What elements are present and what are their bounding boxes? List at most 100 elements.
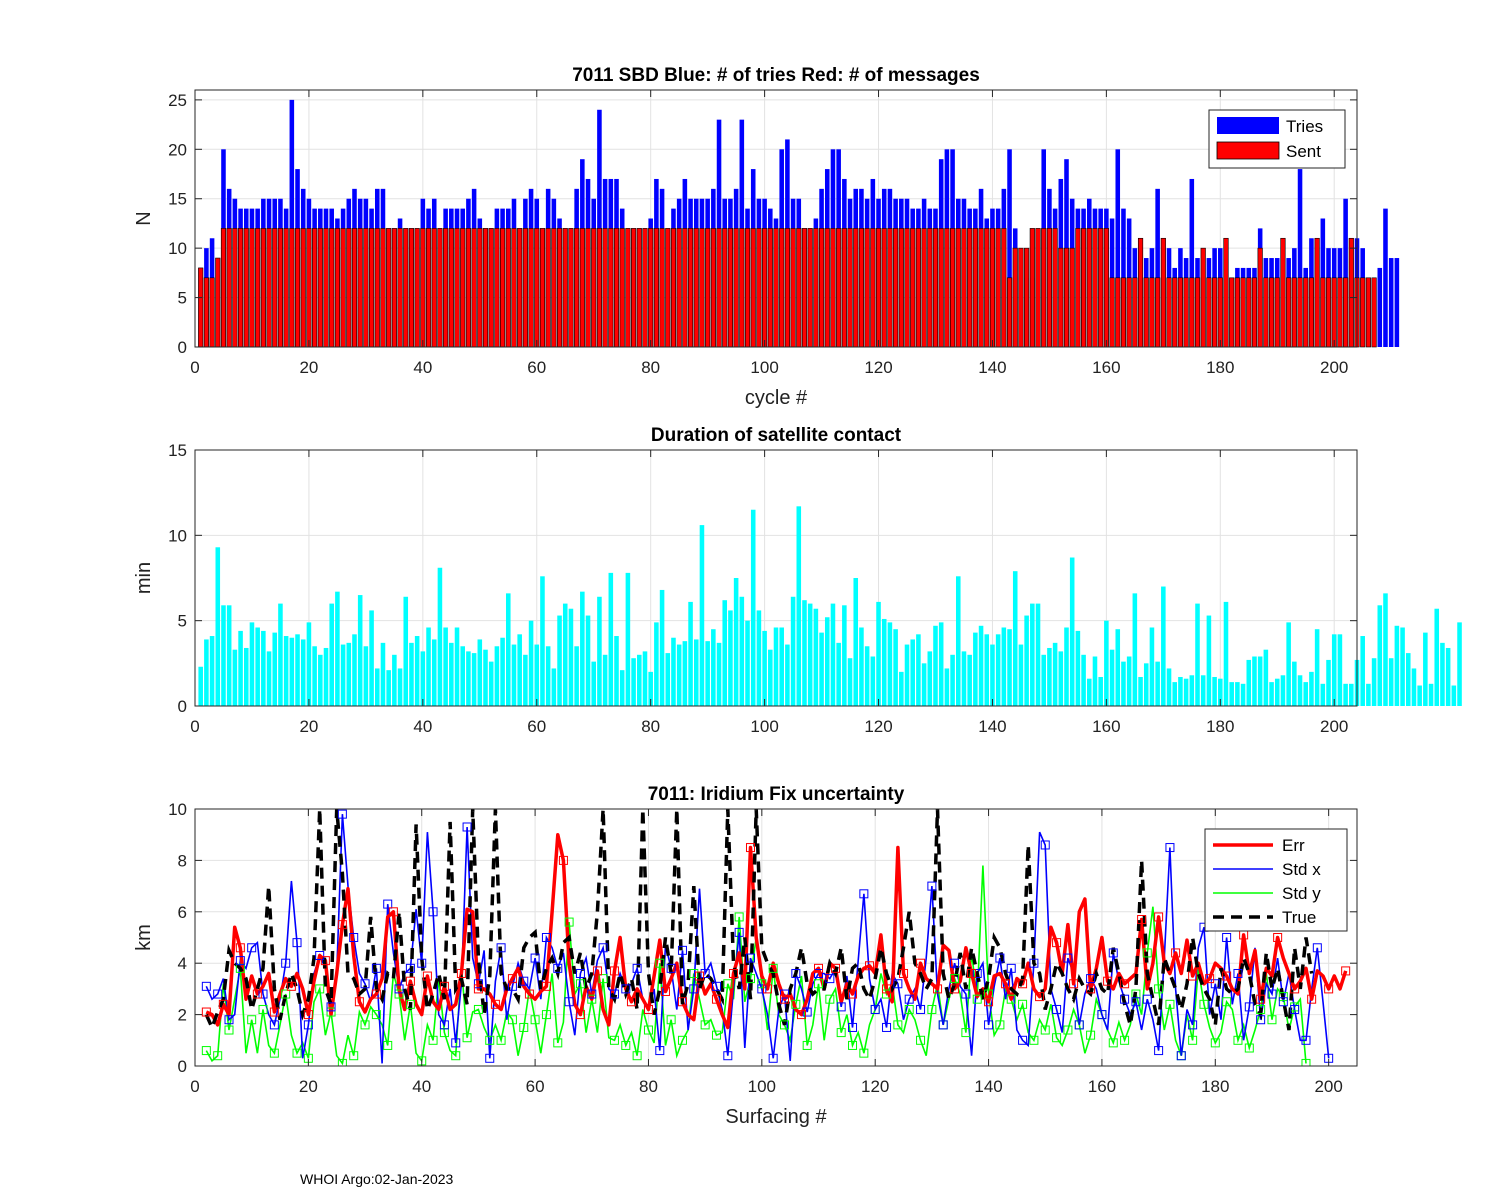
duration-bar (238, 630, 243, 706)
tries-bar (1007, 149, 1012, 347)
sent-bar (881, 228, 887, 348)
sent-bar (1337, 277, 1343, 348)
duration-bar (699, 525, 705, 706)
sent-bar (830, 228, 836, 348)
err-marker (1341, 966, 1351, 976)
sent-bar (374, 228, 380, 348)
sent-bar (511, 228, 517, 348)
duration-bar (289, 637, 295, 706)
sent-bar (260, 228, 266, 348)
sent-bar (471, 228, 477, 348)
stdx-marker (1233, 968, 1243, 978)
duration-bar (859, 627, 864, 706)
err-marker (388, 907, 398, 917)
duration-bar (1440, 642, 1445, 706)
sent-bar (784, 228, 790, 348)
sent-bar (722, 228, 728, 348)
stdx-marker (711, 981, 721, 991)
err-marker (320, 956, 330, 966)
duration-bar (545, 646, 551, 706)
sent-bar (1069, 247, 1075, 348)
sent-bar (1103, 228, 1109, 348)
stdy-marker (768, 963, 778, 973)
duration-bar (1252, 656, 1257, 706)
sent-bar (334, 228, 340, 348)
duration-bar (1098, 676, 1103, 706)
duration-bar (1030, 603, 1035, 706)
stdx-marker (1188, 1020, 1198, 1030)
stdy-marker (1267, 1015, 1277, 1025)
stdx-marker (224, 1015, 234, 1025)
duration-bar (711, 629, 716, 706)
duration-bar (523, 654, 528, 706)
sent-bar (346, 228, 352, 348)
legend-label-stdx: Std x (1282, 860, 1321, 879)
stdy-marker (791, 999, 801, 1009)
sent-bar (1126, 277, 1132, 348)
sent-bar (1109, 277, 1115, 348)
stdx-marker (530, 953, 540, 963)
stdx-marker (1165, 843, 1175, 853)
stdy-marker (802, 1040, 812, 1050)
duration-bar (1326, 659, 1331, 706)
stdx-marker (405, 963, 415, 973)
duration-bar (1149, 627, 1155, 706)
tries-bar (1155, 188, 1160, 347)
duration-bar (1235, 682, 1240, 706)
stdx-marker (371, 963, 381, 973)
stdx-marker (972, 968, 982, 978)
stdx-marker (281, 958, 291, 968)
sent-bar (1268, 277, 1275, 348)
sent-bar (556, 228, 563, 348)
duration-bar (973, 632, 978, 706)
duration-bar (1212, 676, 1217, 706)
sent-bar (858, 228, 865, 348)
stdy-marker (1278, 992, 1288, 1002)
duration-bar (494, 646, 500, 706)
stdy-marker (1301, 1058, 1311, 1066)
stdy-marker (916, 1035, 926, 1045)
duration-bar (676, 644, 682, 706)
tries-bar (1394, 258, 1400, 347)
sent-bar (465, 228, 471, 348)
sent-bar (619, 228, 625, 348)
stdy-marker (927, 1004, 937, 1014)
sent-bar (779, 228, 785, 348)
stdx-marker (814, 968, 824, 978)
duration-bar (454, 627, 460, 706)
footer-text: WHOI Argo:02-Jan-2023 (300, 1171, 454, 1187)
duration-bar (1223, 601, 1229, 706)
duration-bar (1001, 627, 1007, 706)
duration-bar (580, 591, 585, 706)
stdx-marker (836, 1002, 846, 1012)
stdy-marker (462, 1033, 472, 1043)
duration-bar (1052, 642, 1058, 706)
duration-bar (887, 622, 893, 706)
duration-bar (540, 576, 545, 706)
stdx-marker (825, 974, 835, 984)
sent-bar (682, 228, 688, 348)
duration-bar (562, 603, 568, 706)
duration-bar (483, 649, 488, 706)
duration-bar (665, 653, 671, 706)
err-marker (660, 986, 670, 996)
stdx-marker (575, 968, 585, 978)
duration-bar (1269, 682, 1274, 706)
stdy-marker (814, 979, 824, 989)
err-marker (558, 855, 568, 865)
legend-label-true: True (1282, 908, 1316, 927)
duration-bar (295, 634, 300, 706)
sent-bar (1092, 228, 1098, 348)
duration-bar (756, 610, 762, 706)
duration-bar (1115, 629, 1121, 706)
sent-bar (967, 228, 973, 348)
duration-bar (796, 506, 802, 706)
sent-bar (608, 228, 614, 348)
err-marker (422, 971, 432, 981)
fix-chart-xtick-label: 100 (748, 1077, 776, 1096)
sent-bar (1246, 277, 1252, 348)
sent-bar (1120, 277, 1127, 348)
sent-bar (824, 228, 830, 348)
sent-bar (915, 228, 921, 348)
duration-bar (1183, 678, 1189, 706)
